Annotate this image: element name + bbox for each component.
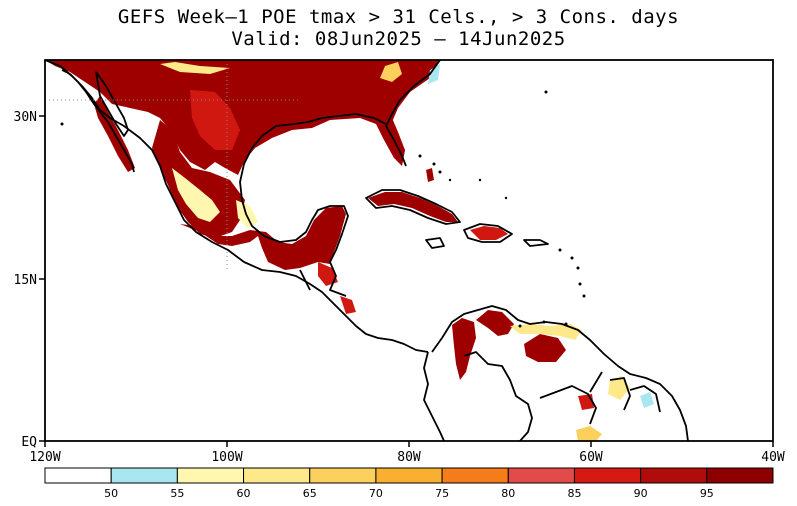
map-subtitle: Valid: 08Jun2025 – 14Jun2025 (231, 28, 566, 50)
colorbar-label: 95 (699, 487, 714, 500)
colorbar-swatch (640, 467, 708, 484)
lat-label-eq: EQ (21, 435, 37, 450)
colorbar-swatch (110, 467, 178, 484)
lon-label-60w: 60W (579, 450, 603, 465)
lat-label-30n: 30N (14, 110, 37, 125)
lon-label-80w: 80W (397, 450, 421, 465)
colorbar-swatch (176, 467, 245, 484)
colorbar-label: 55 (170, 487, 185, 500)
colorbar-label: 80 (501, 487, 516, 500)
colorbar-swatch (706, 467, 774, 484)
colorbar-label: 65 (302, 487, 317, 500)
shading-caribbean-islands (368, 168, 508, 240)
colorbar-swatch (44, 467, 112, 484)
map-title: GEFS Week–1 POE tmax > 31 Cels., > 3 Con… (117, 6, 680, 28)
colorbar-label: 85 (567, 487, 582, 500)
colorbar-swatch (573, 467, 642, 484)
colorbar-swatch (507, 467, 575, 484)
axis-ticks (39, 115, 774, 447)
coastlines (45, 60, 689, 441)
colorbar-label: 60 (236, 487, 251, 500)
colorbar-swatch (243, 467, 311, 484)
small-islands (60, 90, 586, 328)
colorbar-label: 90 (633, 487, 648, 500)
grid-lines (45, 60, 300, 270)
lon-label-100w: 100W (211, 450, 242, 465)
map-background (45, 60, 773, 441)
lat-label-15n: 15N (14, 273, 37, 288)
shading-florida (380, 118, 405, 166)
colorbar-label: 70 (368, 487, 383, 500)
lon-label-120w: 120W (29, 450, 60, 465)
colorbar-label: 75 (435, 487, 450, 500)
colorbar (44, 467, 774, 484)
colorbar-swatch (375, 467, 443, 484)
lon-label-40w: 40W (761, 450, 785, 465)
colorbar-swatch (309, 467, 377, 484)
shading-south-america (452, 310, 654, 441)
colorbar-label: 50 (104, 487, 119, 500)
colorbar-swatch (441, 467, 509, 484)
